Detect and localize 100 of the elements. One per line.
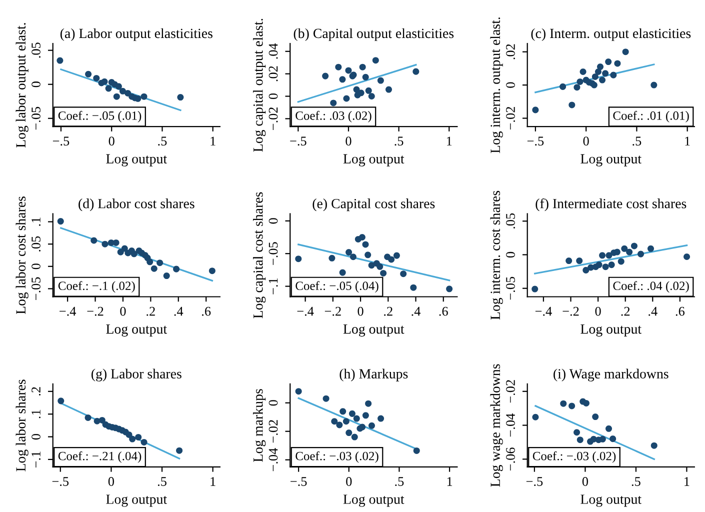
- x-axis-title: Log output: [343, 494, 404, 507]
- y-tick-label: −.05: [268, 242, 278, 265]
- x-tick-label: −.5: [290, 136, 306, 146]
- chart-title: (c) Interm. output elasticities: [531, 28, 691, 41]
- chart-title: (e) Capital cost shares: [312, 198, 435, 212]
- x-axis-title: Log output: [343, 324, 404, 337]
- y-axis-title: Log interm. output elast.: [490, 17, 503, 154]
- x-tick-label: −.4: [60, 306, 76, 316]
- y-tick-label: −.02: [268, 420, 278, 443]
- x-tick-label: 0: [582, 477, 588, 486]
- x-tick-label: 1: [685, 136, 690, 146]
- x-tick-label: 1: [210, 477, 216, 486]
- annotation: Coef.: −.05 (.01): [58, 110, 142, 122]
- y-tick-label: .02: [268, 66, 278, 82]
- y-tick-label: .1: [32, 410, 41, 418]
- x-tick-label: .5: [158, 477, 166, 486]
- x-tick-label: 0: [120, 306, 126, 316]
- x-tick-label: .5: [632, 477, 640, 486]
- x-axis-title: Log output: [106, 494, 167, 507]
- y-tick-label: 0: [506, 252, 515, 258]
- x-tick-label: 0: [108, 477, 114, 486]
- x-tick-label: .6: [676, 306, 685, 316]
- annotation: Coef.: .04 (.02): [613, 281, 689, 293]
- x-tick-label: .6: [202, 306, 211, 316]
- y-tick-label: −.04: [268, 448, 278, 472]
- annotation: Coef.: −.03 (.02): [532, 451, 616, 463]
- x-tick-label: −.2: [562, 306, 579, 316]
- x-tick-label: −.5: [290, 477, 307, 486]
- y-tick-label: 0: [268, 93, 278, 100]
- y-axis-title: Log labor shares: [16, 380, 28, 472]
- x-tick-label: .2: [621, 306, 630, 316]
- x-axis-title: Log output: [106, 324, 167, 337]
- y-axis-title: Log labor cost shares: [16, 196, 28, 314]
- x-tick-label: −.2: [324, 306, 341, 316]
- annotation: Coef.: −.05 (.04): [296, 281, 378, 293]
- x-tick-label: −.5: [526, 477, 543, 486]
- x-tick-label: −.2: [87, 306, 104, 316]
- y-tick-label: .2: [32, 387, 41, 396]
- x-tick-label: 1: [447, 477, 452, 486]
- y-tick-label: −.05: [506, 276, 516, 300]
- x-tick-label: .6: [439, 306, 448, 316]
- chart-title: (d) Labor cost shares: [78, 198, 194, 212]
- y-tick-label: 0: [32, 434, 40, 440]
- y-tick-label: −.06: [506, 448, 516, 470]
- y-tick-label: .02: [506, 44, 516, 60]
- y-tick-label: .05: [32, 236, 41, 252]
- annotation: Coef.: −.03 (.02): [296, 451, 378, 463]
- x-tick-label: .5: [632, 136, 642, 146]
- y-tick-label: −.1: [32, 452, 41, 468]
- y-axis-title: Log labor output elast.: [16, 23, 28, 148]
- x-axis-title: Log output: [343, 154, 404, 166]
- x-tick-label: .5: [158, 136, 167, 146]
- x-tick-label: −.5: [527, 136, 544, 146]
- x-tick-label: .5: [395, 477, 404, 486]
- y-tick-label: 0: [268, 400, 278, 406]
- x-tick-label: .4: [648, 306, 658, 316]
- x-tick-label: −.4: [297, 306, 314, 316]
- y-axis-title: Log markups: [253, 389, 266, 462]
- y-tick-label: −.02: [506, 380, 516, 403]
- x-tick-label: .4: [412, 306, 421, 316]
- x-tick-label: 1: [684, 477, 690, 486]
- x-axis-title: Log output: [106, 154, 167, 166]
- annotation: Coef.: −.21 (.04): [58, 451, 142, 463]
- y-tick-label: 0: [268, 218, 278, 224]
- y-tick-label: −.05: [32, 277, 41, 300]
- x-axis-title: Log output: [580, 324, 642, 337]
- y-tick-label: .05: [506, 213, 516, 228]
- x-tick-label: 0: [346, 477, 352, 486]
- y-tick-label: −.04: [506, 414, 516, 437]
- annotation: Coef.: .03 (.02): [296, 110, 372, 122]
- x-tick-label: .2: [384, 306, 392, 316]
- chart-title: (g) Labor shares: [92, 368, 182, 382]
- y-axis-title: Log capital cost shares: [253, 192, 266, 318]
- x-tick-label: −.4: [535, 306, 552, 316]
- y-tick-label: .04: [268, 43, 278, 59]
- y-tick-label: 0: [32, 264, 40, 270]
- x-tick-label: 0: [358, 306, 364, 316]
- chart-title: (b) Capital output elasticities: [294, 28, 454, 41]
- x-tick-label: −.5: [52, 477, 69, 486]
- y-tick-label: .05: [32, 42, 41, 58]
- x-tick-label: 0: [108, 136, 114, 146]
- chart-title: (h) Markups: [340, 368, 408, 382]
- y-tick-label: −.1: [268, 278, 278, 294]
- x-tick-label: .2: [146, 306, 155, 316]
- x-tick-label: 0: [583, 136, 589, 146]
- y-axis-title: Log wage markdowns: [490, 364, 503, 487]
- y-axis-title: Log capital output elast.: [253, 18, 266, 152]
- x-tick-label: 0: [595, 306, 601, 316]
- annotation: Coef.: −.1 (.02): [58, 281, 135, 293]
- chart-title: (f) Intermediate cost shares: [536, 198, 686, 212]
- chart-title: (a) Labor output elasticities: [60, 28, 212, 41]
- chart-title: (i) Wage markdowns: [554, 368, 668, 382]
- y-tick-label: .1: [32, 218, 41, 226]
- y-tick-label: 0: [32, 82, 40, 88]
- y-axis-title: Log interm. cost shares: [490, 190, 503, 320]
- x-tick-label: 0: [346, 136, 352, 146]
- x-axis-title: Log output: [580, 154, 642, 166]
- x-tick-label: .5: [394, 136, 404, 146]
- y-tick-label: −.02: [506, 107, 516, 130]
- x-tick-label: 1: [210, 136, 216, 146]
